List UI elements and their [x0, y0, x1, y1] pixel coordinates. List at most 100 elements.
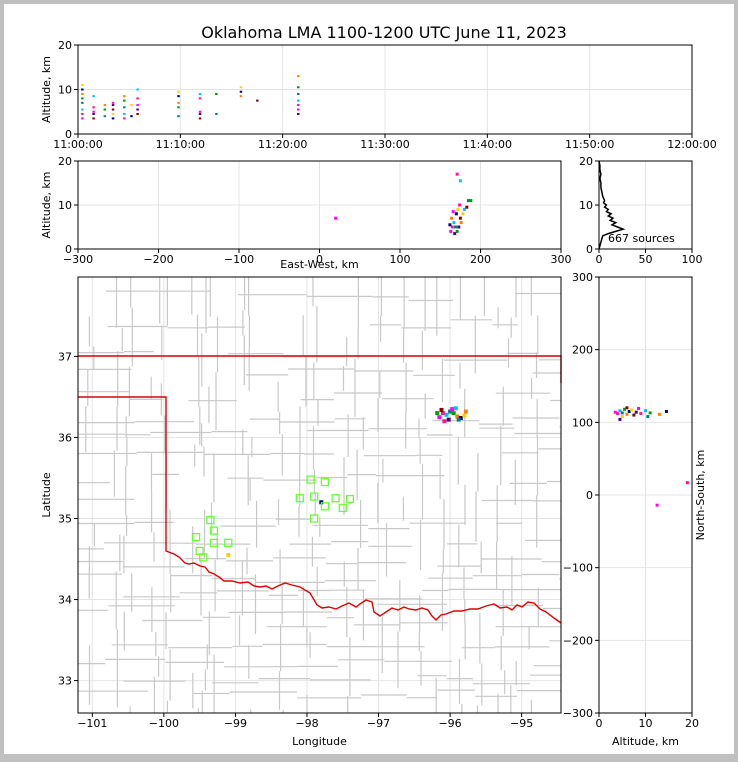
- lightning-source: [440, 411, 445, 416]
- time-height-source: [239, 90, 243, 93]
- time-height-source: [81, 112, 84, 115]
- time-height-source: [123, 106, 126, 109]
- plan-view-map-panel: −101 −100 −99 −98 −97 −96 −95 33 34 35 36 37 Latitu…: [40, 276, 562, 748]
- lma-station-marker: [199, 553, 208, 562]
- time-xtick-label: 11:20:00: [258, 138, 307, 151]
- ns-source: [646, 415, 650, 419]
- time-height-source: [198, 97, 202, 100]
- time-height-ylabel: Altitude, km: [40, 56, 53, 123]
- lightning-source: [439, 407, 444, 412]
- lightning-source: [450, 407, 455, 412]
- ns-ytick-label: 200: [572, 344, 593, 357]
- lat-ytick-label: 34: [58, 594, 72, 607]
- ew-source: [454, 225, 458, 229]
- time-height-source: [198, 92, 202, 95]
- lma-station-marker: [306, 475, 315, 484]
- time-xtick-label: 11:30:00: [360, 138, 409, 151]
- lightning-source: [442, 419, 447, 424]
- ew-xtick-label: −300: [63, 253, 93, 266]
- ew-source: [450, 216, 454, 220]
- time-height-source: [111, 101, 115, 104]
- north-south-altitude-panel: 0 10 20 300 200 100 0 −100 −200 −300 Altitude, km N…: [563, 271, 707, 748]
- ns-source: [644, 409, 647, 413]
- lightning-sources-map: [226, 406, 468, 557]
- time-height-source: [81, 97, 84, 100]
- time-height-source: [297, 112, 300, 115]
- hist-ytick-label: 0: [586, 243, 593, 256]
- th-ytick-label: 0: [65, 128, 72, 141]
- ns-source: [664, 409, 668, 413]
- ew-source: [461, 212, 465, 216]
- lightning-source: [446, 417, 451, 422]
- east-west-altitude-panel: −300 −200 −100 0 100 200 300 0 10 20 Altitude, km E…: [40, 155, 572, 271]
- ew-source: [453, 232, 457, 236]
- ns-source: [657, 412, 661, 416]
- time-height-source: [81, 117, 84, 120]
- time-height-source: [136, 104, 139, 107]
- ns-source: [627, 409, 631, 413]
- time-height-source: [92, 112, 95, 115]
- altitude-histogram-line: [598, 160, 626, 250]
- lma-station-marker: [295, 494, 304, 503]
- time-height-source: [130, 104, 133, 107]
- lon-xtick-label: −98: [295, 717, 318, 730]
- ew-source: [454, 212, 458, 216]
- time-height-source: [81, 108, 84, 111]
- latitude-label: Latitude: [40, 472, 53, 518]
- time-height-source: [239, 95, 243, 98]
- longitude-label: Longitude: [292, 735, 347, 748]
- lma-station-marker: [206, 515, 215, 525]
- ns-source: [625, 406, 629, 410]
- time-height-source: [215, 92, 218, 95]
- ew-ytick-label: 20: [58, 155, 72, 168]
- lon-xtick-label: −96: [438, 717, 461, 730]
- hist-ytick-label: 10: [579, 199, 593, 212]
- hist-ytick-label: 20: [579, 155, 593, 168]
- source-count-annotation: 667 sources: [608, 232, 675, 245]
- ns-source: [616, 412, 620, 416]
- time-height-source: [215, 112, 218, 115]
- lightning-source: [435, 411, 440, 416]
- lma-station-marker: [338, 503, 347, 513]
- ns-source: [630, 408, 634, 412]
- ew-source: [458, 203, 462, 207]
- lma-station-marker: [191, 532, 201, 542]
- ew-xtick-label: −200: [143, 253, 173, 266]
- ns-source: [685, 481, 689, 485]
- ns-source: [655, 503, 659, 507]
- figure-title: Oklahoma LMA 1100-1200 UTC June 11, 2023: [201, 23, 567, 42]
- ew-axes-box: [77, 160, 562, 250]
- lon-xtick-label: −97: [367, 717, 390, 730]
- time-height-source: [123, 117, 126, 120]
- ew-source: [465, 205, 469, 209]
- ew-source: [448, 223, 452, 227]
- hist-xtick-label: 50: [639, 253, 653, 266]
- ew-source: [455, 172, 459, 176]
- time-height-source: [136, 88, 139, 91]
- lat-ytick-label: 36: [58, 431, 72, 444]
- ns-ytick-label: 300: [572, 271, 593, 284]
- lightning-source: [455, 414, 460, 419]
- ns-source: [618, 409, 622, 413]
- ns-source: [618, 417, 622, 421]
- time-height-source: [81, 92, 84, 95]
- ew-xtick-label: 0: [316, 253, 323, 266]
- time-height-source: [130, 115, 133, 118]
- time-height-source: [81, 88, 84, 91]
- time-height-source: [198, 110, 202, 113]
- th-ytick-label: 20: [58, 39, 72, 52]
- time-height-source: [136, 108, 139, 111]
- ns-source: [620, 415, 624, 419]
- time-height-source: [177, 101, 180, 104]
- lightning-source: [462, 413, 467, 418]
- ns-xtick-label: 20: [685, 717, 699, 730]
- lightning-source: [437, 415, 442, 420]
- lightning-source: [448, 409, 453, 414]
- ns-source: [632, 413, 636, 417]
- time-height-source: [111, 112, 115, 115]
- time-height-source: [256, 99, 259, 102]
- ns-xtick-label: 0: [596, 717, 603, 730]
- time-xtick-label: 11:00:00: [53, 138, 102, 151]
- time-height-source: [198, 112, 202, 115]
- lma-station-marker: [331, 494, 340, 503]
